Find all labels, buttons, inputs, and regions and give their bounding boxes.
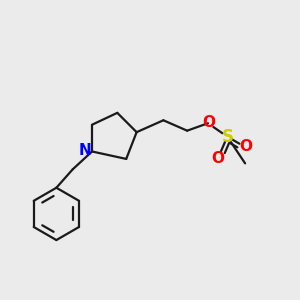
Text: O: O [239,139,253,154]
Text: O: O [202,115,215,130]
Text: S: S [221,128,233,146]
Text: N: N [78,142,91,158]
Text: O: O [211,151,224,166]
